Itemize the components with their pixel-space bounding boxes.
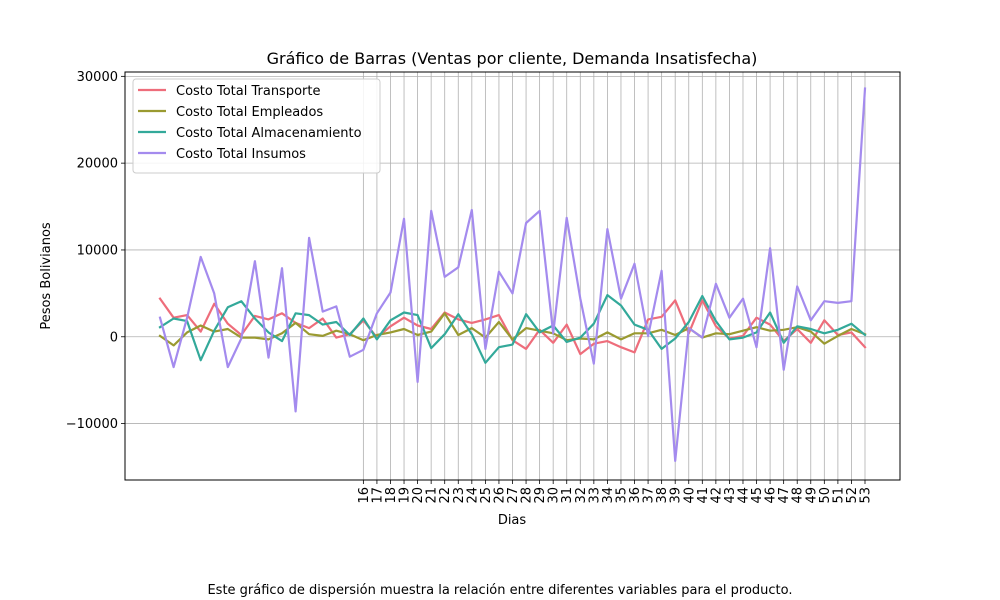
series-lines [158,87,867,462]
y-tick-label: 30000 [77,70,118,85]
x-tick-label: 21 [425,487,440,504]
y-tick-label: 0 [110,330,118,345]
x-tick-label: 47 [777,487,792,504]
y-tick-label: −10000 [66,417,118,432]
legend-label: Costo Total Insumos [176,147,306,162]
x-tick-label: 30 [547,487,562,504]
x-axis: 1617181920212223242526272829303132333435… [357,480,874,504]
y-tick-label: 10000 [77,243,118,258]
x-tick-label: 28 [520,487,535,504]
x-tick-label: 50 [818,487,833,504]
x-tick-label: 33 [587,487,602,504]
x-tick-label: 46 [764,487,779,504]
x-tick-label: 32 [574,487,589,504]
legend-label: Costo Total Almacenamiento [176,126,362,141]
x-tick-label: 48 [791,487,806,504]
x-tick-label: 34 [601,487,616,504]
x-tick-label: 39 [669,487,684,504]
x-tick-label: 24 [465,487,480,504]
x-tick-label: 49 [804,487,819,504]
x-axis-label: Dias [498,513,527,528]
series-line-2 [158,312,867,347]
chart-caption: Este gráfico de dispersión muestra la re… [207,583,793,598]
x-tick-label: 26 [492,487,507,504]
x-tick-label: 51 [831,487,846,504]
x-tick-label: 43 [723,487,738,504]
x-tick-label: 31 [560,487,575,504]
chart-title: Gráfico de Barras (Ventas por cliente, D… [267,49,758,68]
x-tick-label: 53 [859,487,874,504]
legend: Costo Total Transporte Costo Total Emplea… [132,78,381,174]
y-axis-label: Pesos Bolivianos [39,222,54,330]
x-tick-label: 44 [736,487,751,504]
x-tick-label: 29 [533,487,548,504]
x-tick-label: 37 [642,487,657,504]
y-tick-label: 20000 [77,157,118,172]
x-tick-label: 45 [750,487,765,504]
series-line-4 [158,87,867,462]
x-tick-label: 17 [370,487,385,504]
x-tick-label: 19 [398,487,413,504]
x-tick-label: 40 [682,487,697,504]
x-tick-label: 52 [845,487,860,504]
x-tick-label: 38 [655,487,670,504]
x-tick-label: 25 [479,487,494,504]
x-tick-label: 23 [452,487,467,504]
x-tick-label: 18 [384,487,399,504]
x-tick-label: 27 [506,487,521,504]
x-tick-label: 35 [614,487,629,504]
x-tick-label: 41 [696,487,711,504]
y-axis: −10000 0 10000 20000 30000 [66,70,125,432]
legend-label: Costo Total Transporte [176,84,320,99]
x-tick-label: 20 [411,487,426,504]
x-tick-label: 22 [438,487,453,504]
x-tick-label: 16 [357,487,372,504]
legend-label: Costo Total Empleados [176,105,323,120]
series-line-3 [158,294,867,364]
legend-box [132,78,381,174]
x-tick-label: 36 [628,487,643,504]
x-tick-label: 42 [709,487,724,504]
